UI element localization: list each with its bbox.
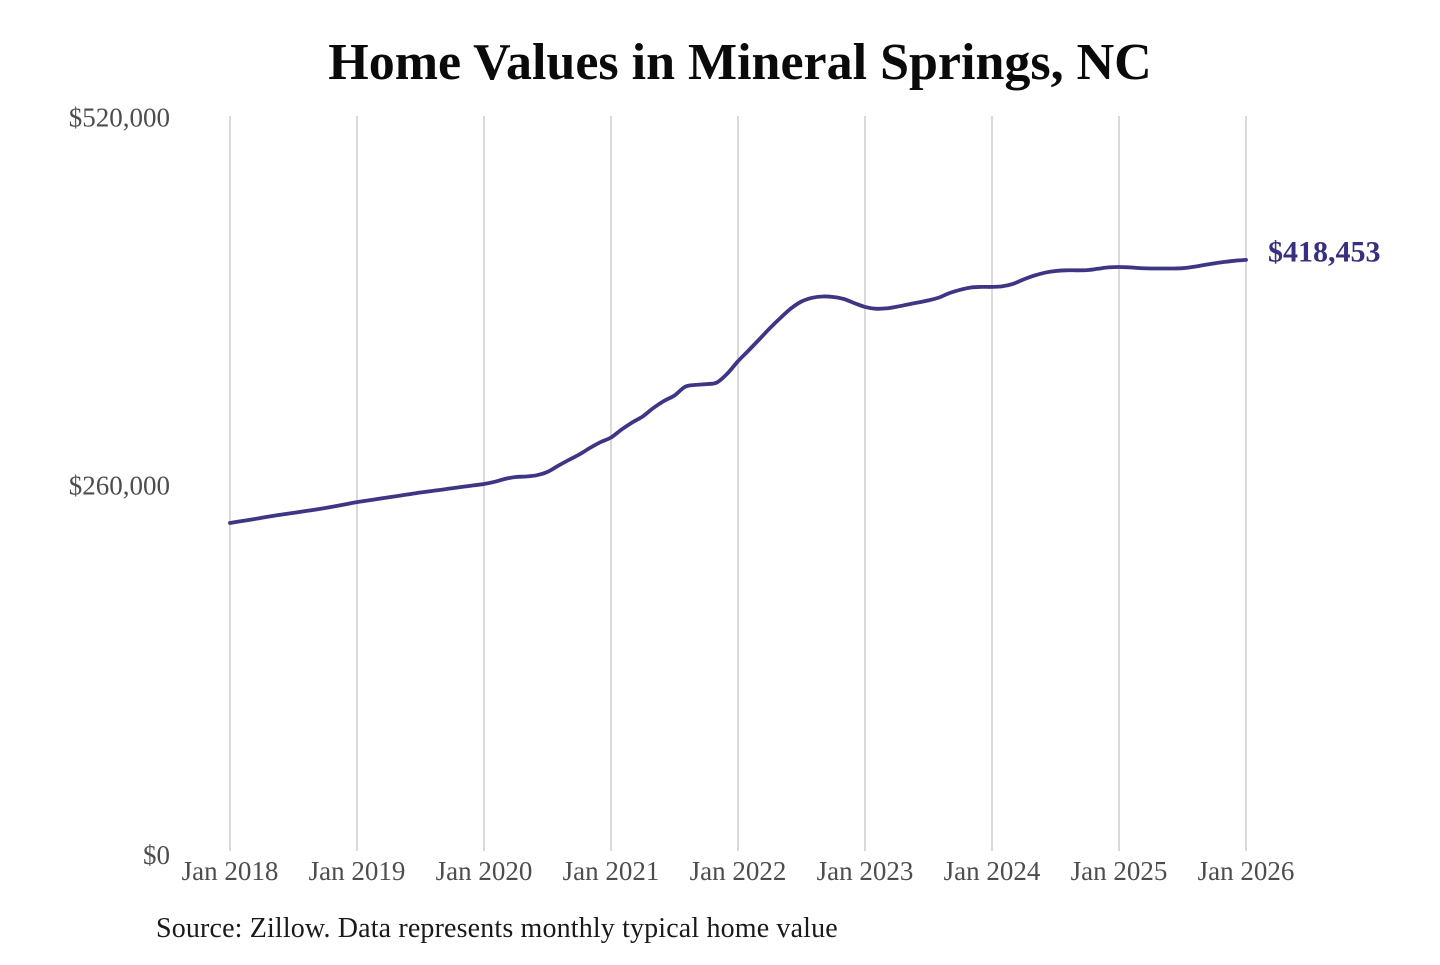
svg-text:$520,000: $520,000 — [69, 103, 170, 133]
svg-text:Jan 2025: Jan 2025 — [1071, 856, 1168, 886]
svg-text:$260,000: $260,000 — [69, 471, 170, 501]
svg-text:Jan 2019: Jan 2019 — [309, 856, 406, 886]
svg-text:$0: $0 — [143, 840, 170, 870]
svg-text:$418,453: $418,453 — [1268, 236, 1381, 269]
svg-text:Jan 2020: Jan 2020 — [436, 856, 533, 886]
svg-text:Jan 2022: Jan 2022 — [690, 856, 787, 886]
svg-text:Jan 2024: Jan 2024 — [944, 856, 1041, 886]
svg-text:Jan 2023: Jan 2023 — [817, 856, 914, 886]
svg-text:Jan 2021: Jan 2021 — [563, 856, 660, 886]
svg-text:Jan 2018: Jan 2018 — [182, 856, 279, 886]
svg-text:Source: Zillow. Data represent: Source: Zillow. Data represents monthly … — [156, 913, 838, 944]
svg-text:Jan 2026: Jan 2026 — [1198, 856, 1295, 886]
svg-text:Home Values in Mineral Springs: Home Values in Mineral Springs, NC — [328, 34, 1151, 91]
